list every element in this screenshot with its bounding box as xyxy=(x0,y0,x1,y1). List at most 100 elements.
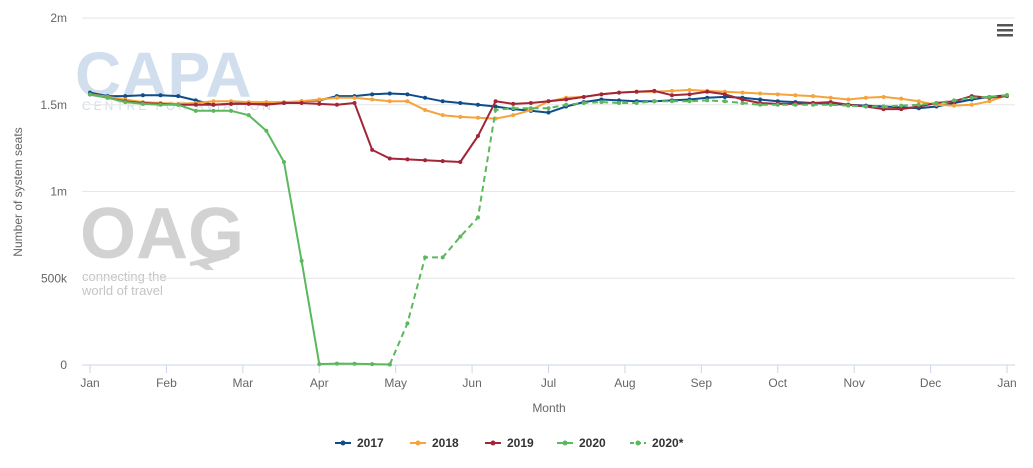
data-point[interactable] xyxy=(423,158,428,163)
data-point[interactable] xyxy=(617,101,622,106)
data-point[interactable] xyxy=(599,92,604,97)
data-point[interactable] xyxy=(758,91,763,96)
data-point[interactable] xyxy=(546,106,551,111)
data-point[interactable] xyxy=(581,94,586,99)
data-point[interactable] xyxy=(370,147,375,152)
hamburger-icon[interactable] xyxy=(994,20,1016,40)
data-point[interactable] xyxy=(423,95,428,100)
data-point[interactable] xyxy=(440,159,445,164)
data-point[interactable] xyxy=(88,92,92,97)
data-point[interactable] xyxy=(458,114,463,119)
data-point[interactable] xyxy=(581,101,586,106)
data-point[interactable] xyxy=(405,157,410,162)
data-point[interactable] xyxy=(475,102,480,107)
data-point[interactable] xyxy=(229,108,234,113)
data-point[interactable] xyxy=(370,92,375,97)
data-point[interactable] xyxy=(546,110,551,115)
data-point[interactable] xyxy=(123,100,128,105)
data-point[interactable] xyxy=(299,258,304,263)
data-point[interactable] xyxy=(317,362,322,367)
data-point[interactable] xyxy=(440,113,445,118)
data-point[interactable] xyxy=(669,93,674,98)
data-point[interactable] xyxy=(387,362,392,367)
data-point[interactable] xyxy=(281,101,286,106)
data-point[interactable] xyxy=(634,89,639,94)
data-point[interactable] xyxy=(916,102,921,107)
data-point[interactable] xyxy=(334,102,339,107)
data-point[interactable] xyxy=(528,101,533,106)
data-point[interactable] xyxy=(158,102,163,107)
data-point[interactable] xyxy=(740,97,745,102)
data-point[interactable] xyxy=(740,90,745,95)
data-point[interactable] xyxy=(334,361,339,366)
data-point[interactable] xyxy=(423,255,428,260)
legend-item-2017[interactable]: 2017 xyxy=(335,436,384,450)
legend-item-2018[interactable]: 2018 xyxy=(410,436,459,450)
data-point[interactable] xyxy=(493,107,498,112)
data-point[interactable] xyxy=(370,97,375,102)
data-point[interactable] xyxy=(969,102,974,107)
data-point[interactable] xyxy=(881,104,886,109)
data-point[interactable] xyxy=(405,92,410,97)
data-point[interactable] xyxy=(669,88,674,93)
data-point[interactable] xyxy=(758,97,763,102)
data-point[interactable] xyxy=(952,98,957,103)
data-point[interactable] xyxy=(793,102,798,107)
data-point[interactable] xyxy=(863,95,868,100)
data-point[interactable] xyxy=(1005,93,1009,98)
data-point[interactable] xyxy=(793,93,798,98)
data-point[interactable] xyxy=(811,102,816,107)
data-point[interactable] xyxy=(987,99,992,104)
data-point[interactable] xyxy=(828,95,833,100)
data-point[interactable] xyxy=(475,215,480,220)
data-point[interactable] xyxy=(652,88,657,93)
data-point[interactable] xyxy=(987,94,992,99)
data-point[interactable] xyxy=(246,101,251,106)
data-point[interactable] xyxy=(669,99,674,104)
data-point[interactable] xyxy=(546,99,551,104)
data-point[interactable] xyxy=(687,88,692,93)
data-point[interactable] xyxy=(899,103,904,108)
data-point[interactable] xyxy=(740,101,745,106)
data-point[interactable] xyxy=(229,101,234,106)
data-point[interactable] xyxy=(899,107,904,112)
data-point[interactable] xyxy=(334,95,339,100)
data-point[interactable] xyxy=(617,90,622,95)
data-point[interactable] xyxy=(176,94,181,99)
data-point[interactable] xyxy=(722,99,727,104)
data-point[interactable] xyxy=(440,99,445,104)
data-point[interactable] xyxy=(564,102,569,107)
data-point[interactable] xyxy=(775,92,780,97)
data-point[interactable] xyxy=(211,99,216,104)
data-point[interactable] xyxy=(705,89,710,94)
data-point[interactable] xyxy=(493,99,498,104)
data-point[interactable] xyxy=(511,101,516,106)
data-point[interactable] xyxy=(352,361,357,366)
data-point[interactable] xyxy=(387,156,392,161)
data-point[interactable] xyxy=(722,92,727,97)
data-point[interactable] xyxy=(758,102,763,107)
data-point[interactable] xyxy=(846,97,851,102)
data-point[interactable] xyxy=(652,99,657,104)
data-point[interactable] xyxy=(281,160,286,165)
data-point[interactable] xyxy=(317,101,322,106)
data-point[interactable] xyxy=(158,93,163,98)
data-point[interactable] xyxy=(370,362,375,367)
legend-item-2020[interactable]: 2020 xyxy=(557,436,606,450)
data-point[interactable] xyxy=(511,106,516,111)
data-point[interactable] xyxy=(387,99,392,104)
data-point[interactable] xyxy=(916,99,921,104)
data-point[interactable] xyxy=(458,234,463,239)
data-point[interactable] xyxy=(969,95,974,100)
data-point[interactable] xyxy=(193,108,198,113)
data-point[interactable] xyxy=(387,91,392,96)
data-point[interactable] xyxy=(317,97,322,102)
data-point[interactable] xyxy=(211,102,216,107)
data-point[interactable] xyxy=(828,102,833,107)
data-point[interactable] xyxy=(140,93,145,98)
data-point[interactable] xyxy=(123,94,128,99)
data-point[interactable] xyxy=(246,113,251,118)
legend-item-2019[interactable]: 2019 xyxy=(485,436,534,450)
data-point[interactable] xyxy=(475,115,480,120)
data-point[interactable] xyxy=(264,128,269,133)
